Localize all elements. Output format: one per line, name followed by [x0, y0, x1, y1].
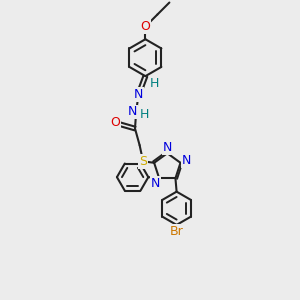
- Text: N: N: [128, 105, 137, 119]
- Text: S: S: [139, 155, 147, 168]
- Text: H: H: [140, 108, 149, 121]
- Text: N: N: [151, 177, 160, 190]
- Text: H: H: [150, 76, 159, 90]
- Text: O: O: [110, 116, 120, 129]
- Text: N: N: [182, 154, 191, 167]
- Text: O: O: [140, 20, 150, 33]
- Text: Br: Br: [170, 225, 184, 238]
- Text: N: N: [134, 88, 143, 101]
- Text: N: N: [163, 141, 172, 154]
